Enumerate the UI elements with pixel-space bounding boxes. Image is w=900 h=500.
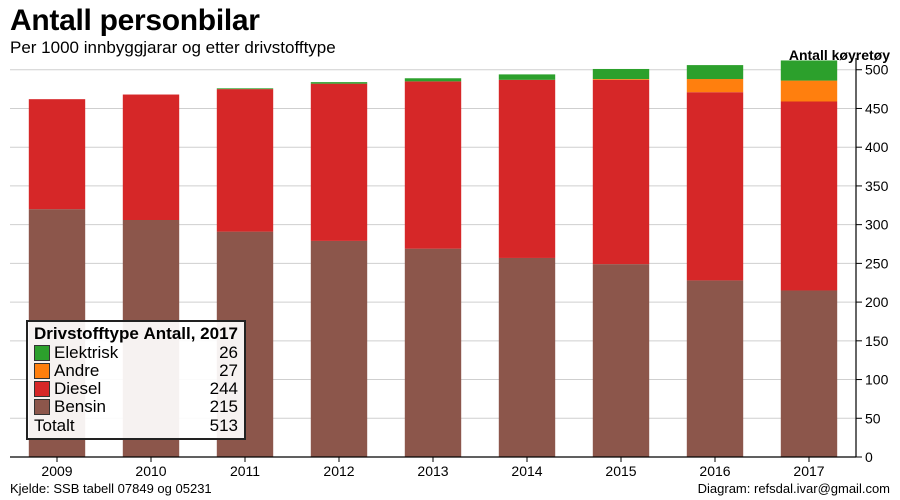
legend-row-diesel: Diesel 244 bbox=[34, 380, 238, 398]
bar-bensin-2015 bbox=[592, 264, 650, 457]
legend-name: Diesel bbox=[54, 379, 102, 398]
legend-name: Elektrisk bbox=[54, 343, 119, 362]
y-tick-label: 50 bbox=[865, 410, 881, 426]
bar-diesel-2010 bbox=[122, 94, 180, 220]
legend-total-value: 513 bbox=[209, 416, 238, 435]
y-tick-label: 150 bbox=[865, 333, 889, 349]
axes: 0 50 100 150 200 250 300 350 400 450 500 2009 2010 20… bbox=[10, 58, 889, 479]
legend-col-count: Antall, 2017 bbox=[143, 324, 239, 343]
legend-col-fueltype: Drivstofftype bbox=[34, 324, 139, 343]
x-tick-label: 2011 bbox=[230, 463, 260, 479]
legend-total-row: Totalt 513 bbox=[34, 416, 238, 436]
bar-elektrisk-2011 bbox=[216, 88, 274, 90]
legend-row-bensin: Bensin 215 bbox=[34, 398, 238, 416]
x-tick-label: 2012 bbox=[323, 463, 354, 479]
chart-title: Antall personbilar bbox=[10, 4, 260, 37]
y-tick-label: 500 bbox=[865, 62, 889, 78]
source-note: Kjelde: SSB tabell 07849 og 05231 bbox=[10, 481, 212, 496]
x-tick-label: 2015 bbox=[605, 463, 636, 479]
bar-diesel-2017 bbox=[780, 101, 838, 291]
bar-diesel-2016 bbox=[686, 92, 744, 281]
legend-name: Andre bbox=[54, 361, 100, 380]
bar-bensin-2017 bbox=[780, 290, 838, 457]
legend-value: 27 bbox=[219, 361, 238, 380]
x-tick-label: 2009 bbox=[41, 463, 72, 479]
y-tick-label: 350 bbox=[865, 178, 889, 194]
legend-header: Drivstofftype Antall, 2017 bbox=[34, 324, 238, 344]
legend-row-elektrisk: Elektrisk 26 bbox=[34, 344, 238, 362]
bar-elektrisk-2016 bbox=[686, 65, 744, 80]
bar-elektrisk-2015 bbox=[592, 68, 650, 80]
legend-value: 215 bbox=[209, 397, 238, 416]
x-tick-label: 2014 bbox=[511, 463, 542, 479]
x-tick-label: 2017 bbox=[793, 463, 824, 479]
legend-swatch bbox=[34, 345, 50, 361]
legend-value: 244 bbox=[209, 379, 238, 398]
bar-andre-2015 bbox=[592, 79, 650, 80]
bar-diesel-2011 bbox=[216, 89, 274, 232]
y-tick-label: 450 bbox=[865, 100, 889, 116]
bar-diesel-2012 bbox=[310, 83, 368, 241]
y-tick-label: 100 bbox=[865, 372, 889, 388]
bar-bensin-2016 bbox=[686, 280, 744, 457]
x-tick-label: 2016 bbox=[699, 463, 730, 479]
legend-swatch bbox=[34, 399, 50, 415]
y-tick-label: 400 bbox=[865, 139, 889, 155]
bar-bensin-2013 bbox=[404, 248, 462, 457]
y-tick-label: 250 bbox=[865, 255, 889, 271]
bar-elektrisk-2014 bbox=[498, 74, 556, 80]
legend-row-andre: Andre 27 bbox=[34, 362, 238, 380]
y-tick-label: 200 bbox=[865, 294, 889, 310]
bar-diesel-2013 bbox=[404, 81, 462, 249]
chart-subtitle: Per 1000 innbyggjarar og etter drivstoff… bbox=[10, 38, 336, 57]
bar-andre-2016 bbox=[686, 79, 744, 93]
bar-diesel-2014 bbox=[498, 79, 556, 258]
bar-elektrisk-2017 bbox=[780, 60, 838, 81]
y-tick-label: 0 bbox=[865, 449, 873, 465]
bar-elektrisk-2012 bbox=[310, 82, 368, 84]
y-tick-label: 300 bbox=[865, 217, 889, 233]
legend-name: Bensin bbox=[54, 397, 106, 416]
bar-elektrisk-2013 bbox=[404, 78, 462, 82]
legend-value: 26 bbox=[219, 343, 238, 362]
legend-swatch bbox=[34, 381, 50, 397]
legend-table: Drivstofftype Antall, 2017 Elektrisk 26 … bbox=[26, 320, 246, 440]
legend-swatch bbox=[34, 363, 50, 379]
credit-note: Diagram: refsdal.ivar@gmail.com bbox=[697, 481, 890, 496]
bar-andre-2017 bbox=[780, 80, 838, 102]
bar-diesel-2015 bbox=[592, 79, 650, 265]
bar-diesel-2009 bbox=[28, 99, 86, 210]
y-axis-label: Antall køyretøy bbox=[788, 47, 890, 63]
bar-bensin-2012 bbox=[310, 240, 368, 457]
x-tick-label: 2013 bbox=[417, 463, 448, 479]
bar-bensin-2014 bbox=[498, 257, 556, 457]
legend-total-label: Totalt bbox=[34, 416, 75, 435]
x-tick-label: 2010 bbox=[135, 463, 166, 479]
